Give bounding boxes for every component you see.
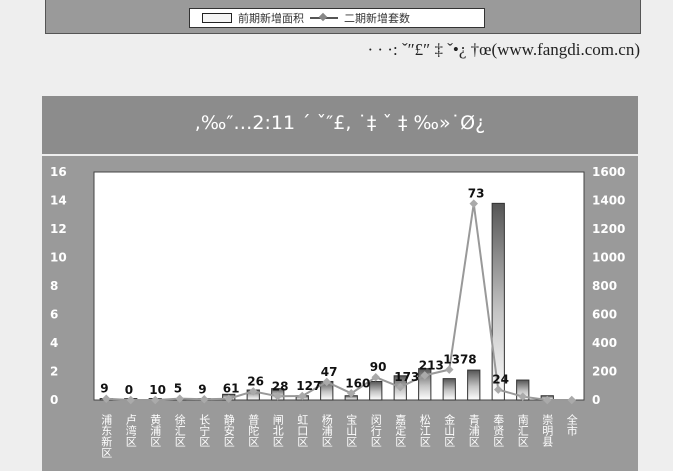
left-tick-label: 0 <box>50 393 58 407</box>
data-label: 90 <box>370 360 387 374</box>
legend-bar-label: 前期新增面积 <box>238 12 304 25</box>
right-tick-label: 1600 <box>592 165 625 179</box>
line-marker <box>175 394 184 403</box>
left-tick-label: 8 <box>50 279 58 293</box>
category-label: 崇明县 <box>541 414 554 448</box>
category-label: 松江区 <box>418 413 431 447</box>
category-label: 闸北区 <box>271 414 284 447</box>
data-label: 173 <box>394 370 419 384</box>
line-marker <box>396 382 405 392</box>
line-marker <box>469 199 478 208</box>
line-marker <box>224 394 233 403</box>
right-tick-label: 1000 <box>592 251 625 265</box>
line-marker <box>200 395 209 404</box>
line-marker <box>347 389 356 398</box>
category-label: 青浦区 <box>467 414 480 447</box>
data-label: 9 <box>100 382 108 396</box>
line-marker <box>567 395 576 405</box>
data-label: 47 <box>321 365 338 379</box>
left-tick-label: 10 <box>50 251 67 265</box>
data-label: 0 <box>125 383 133 397</box>
data-label: 28 <box>272 379 289 393</box>
right-tick-label: 200 <box>592 365 617 379</box>
data-label: 127 <box>296 379 321 393</box>
category-label: 浦东新区 <box>100 414 113 458</box>
left-tick-label: 14 <box>50 194 67 208</box>
data-label: 213 <box>419 358 444 372</box>
chart-bar <box>369 380 383 401</box>
left-tick-label: 4 <box>50 336 58 350</box>
chart-title: ,‰″…2:11 ´ ˇ″£, ˙‡ ˇ ‡ ‰»˙Ø¿ <box>194 112 486 134</box>
category-label: 宝山区 <box>345 413 358 447</box>
top-legend: 前期新增面积 二期新增套数 <box>189 8 485 28</box>
legend-line-swatch <box>310 17 338 19</box>
line-marker <box>371 372 380 382</box>
line-marker <box>322 377 331 387</box>
source-note: · · ·: ˇ″£″ ‡ ˇ•¿ †œ(www.fangdi.com.cn) <box>367 40 640 59</box>
line-marker <box>249 387 258 396</box>
line-marker <box>494 385 503 394</box>
left-tick-label: 12 <box>50 222 67 236</box>
line-marker <box>298 391 307 401</box>
chart-title-bar: ,‰″…2:11 ´ ˇ″£, ˙‡ ˇ ‡ ‰»˙Ø¿ <box>42 96 638 154</box>
data-label: 26 <box>247 374 264 388</box>
right-tick-label: 0 <box>592 393 600 407</box>
category-label: 卢湾区 <box>124 414 137 447</box>
left-tick-label: 6 <box>50 308 58 322</box>
category-label: 奉贤区 <box>492 413 505 447</box>
left-tick-label: 16 <box>50 165 67 179</box>
category-label: 南汇区 <box>516 414 529 447</box>
legend-bar-swatch <box>202 13 232 23</box>
right-tick-label: 400 <box>592 336 617 350</box>
left-tick-label: 2 <box>50 365 58 379</box>
category-label: 杨浦区 <box>320 413 333 447</box>
data-label: 24 <box>492 373 509 387</box>
data-label: 160 <box>345 376 370 390</box>
data-label: 73 <box>468 187 485 201</box>
data-label: 1378 <box>443 353 476 367</box>
line-marker <box>420 371 429 380</box>
data-label: 5 <box>174 382 182 396</box>
line-marker <box>445 365 454 374</box>
right-tick-label: 1200 <box>592 222 625 236</box>
data-label: 61 <box>223 382 240 396</box>
plot-background <box>93 171 585 401</box>
category-label: 闵行区 <box>369 413 382 447</box>
chart-bar <box>467 369 481 401</box>
right-tick-label: 800 <box>592 279 617 293</box>
chart-bar <box>442 378 456 401</box>
data-label: 9 <box>198 382 206 396</box>
category-label: 黄浦区 <box>149 413 162 447</box>
category-label: 徐汇区 <box>173 413 186 447</box>
chart-bar <box>491 202 505 401</box>
line-marker <box>102 394 111 403</box>
category-label: 普陀区 <box>247 413 260 447</box>
category-label: 虹口区 <box>296 414 309 447</box>
line-marker <box>126 395 135 405</box>
line-marker <box>543 395 552 405</box>
top-chart-strip: 前期新增面积 二期新增套数 <box>45 0 641 34</box>
category-label: 长宁区 <box>198 414 211 447</box>
category-label: 嘉定区 <box>394 413 407 447</box>
right-tick-label: 600 <box>592 308 617 322</box>
category-label: 金山区 <box>443 413 456 447</box>
data-label: 10 <box>149 383 166 397</box>
category-label: 全市 <box>565 413 578 437</box>
legend-line-label: 二期新增套数 <box>344 12 410 25</box>
chart-area: 16 14 12 10 8 6 4 2 0 1600 1400 1200 1000 800 600 400 2… <box>42 156 638 471</box>
line-marker <box>273 392 282 401</box>
right-tick-label: 1400 <box>592 194 625 208</box>
category-label: 静安区 <box>222 413 235 447</box>
line-marker <box>151 395 160 405</box>
